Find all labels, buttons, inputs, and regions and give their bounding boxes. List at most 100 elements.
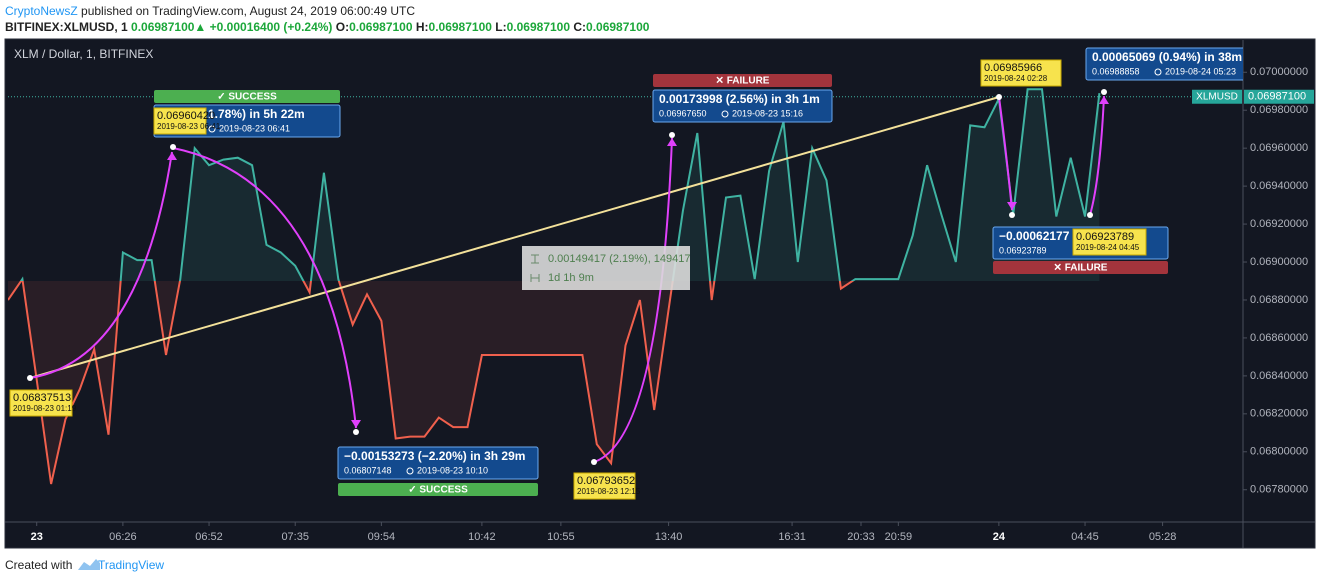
anchor-dot (170, 144, 176, 150)
price: 0.06987100 (131, 20, 195, 34)
x-tick-label: 10:55 (547, 531, 575, 543)
measure-box (337, 446, 539, 480)
symbol: BITFINEX:XLMUSD, 1 (5, 20, 128, 34)
price-label-box (1072, 228, 1147, 256)
change: +0.00016400 (+0.24%) (209, 20, 333, 34)
symbol-tag-label: XLMUSD (1196, 91, 1238, 102)
range-box (522, 246, 690, 290)
price-label-price: 0.06837513 (13, 392, 71, 404)
x-tick-label: 06:52 (195, 531, 223, 543)
arrow (172, 147, 357, 429)
x-tick-label: 20:59 (885, 531, 913, 543)
x-tick-label: 06:26 (109, 531, 137, 543)
measure-date: 2019-08-23 15:16 (732, 108, 803, 118)
last-price-tag (1244, 89, 1314, 104)
measure-change: 0.00173998 (2.56%) in 3h 1m (659, 92, 820, 106)
footer-created: Created with (5, 558, 72, 572)
badge (993, 261, 1168, 274)
high: 0.06987100 (428, 20, 492, 34)
publisher: CryptoNewsZ (5, 4, 78, 18)
x-tick-label: 09:54 (368, 531, 396, 543)
header-line-2: BITFINEX:XLMUSD, 1 0.06987100▲ +0.000164… (5, 20, 649, 34)
measure-change: 0.00065069 (0.94%) in 38m (1092, 50, 1242, 64)
price-label-box (573, 472, 636, 500)
anchor-dot (1087, 212, 1093, 218)
last-price-label: 0.06987100 (1248, 91, 1306, 103)
arrow-head (1007, 202, 1017, 210)
y-tick-label: 0.06940000 (1250, 180, 1308, 192)
low: 0.06987100 (506, 20, 571, 34)
measure-change: 1.78%) in 5h 22m (208, 107, 305, 121)
clock-icon (406, 467, 414, 475)
y-tick-label: 0.06820000 (1250, 408, 1308, 420)
y-tick-label: 0.06780000 (1250, 484, 1308, 496)
overlay: ✓ SUCCESS ✕ FAILURE ✓ SUCCESS ✕ FAILURE 1.78… (9, 47, 1243, 500)
y-tick-label: 0.06840000 (1250, 370, 1308, 382)
clock-icon (208, 125, 216, 133)
arrow-head (167, 152, 177, 160)
measure-change: −0.00153273 (−2.20%) in 3h 29m (344, 449, 525, 463)
x-tick-label: 16:31 (778, 531, 806, 543)
price-label-box (9, 389, 73, 417)
anchor-dot (669, 132, 675, 138)
anchor-dot (996, 94, 1002, 100)
open: 0.06987100 (349, 20, 413, 34)
y-tick-label: 0.06880000 (1250, 294, 1308, 306)
badge (154, 90, 340, 103)
measure-price: 0.06988858 (1092, 66, 1140, 76)
close: 0.06987100 (586, 20, 650, 34)
price-label-box (980, 59, 1062, 87)
x-tick-label: 07:35 (281, 531, 309, 543)
badge (338, 483, 538, 496)
range-icon (530, 254, 540, 282)
measure-date: 2019-08-23 10:10 (417, 465, 488, 475)
measure-date: 2019-08-24 05:23 (1165, 66, 1236, 76)
arrow (1089, 95, 1105, 216)
price-label-price: 0.06960420 (157, 110, 215, 122)
price-label-price: 0.06923789 (1076, 231, 1134, 243)
badge-label: ✕ FAILURE (1054, 263, 1108, 274)
x-tick-label: 24 (993, 531, 1006, 543)
y-tick-label: 0.06860000 (1250, 332, 1308, 344)
price-label-date: 2019-08-23 12:15 (577, 487, 641, 496)
anchor-dot (1009, 212, 1015, 218)
anchor-dot (27, 375, 33, 381)
range-duration: 1d 1h 9m (548, 272, 594, 284)
measure-date: 2019-08-23 06:41 (219, 123, 290, 133)
area-below (8, 281, 1100, 484)
y-tick-label: 0.06920000 (1250, 218, 1308, 230)
y-tick-label: 0.06960000 (1250, 142, 1308, 154)
badge (653, 74, 832, 87)
y-tick-label: 0.06900000 (1250, 256, 1308, 268)
measure-box (1085, 47, 1243, 81)
arrow (29, 151, 173, 379)
c-label: C: (573, 20, 587, 34)
trend-line (29, 96, 1000, 379)
anchor-dot (591, 459, 597, 465)
price-label-date: 2019-08-23 06:41 (157, 122, 221, 131)
x-tick-label: 23 (31, 531, 43, 543)
plot-area (8, 88, 1243, 485)
chart-title: XLM / Dollar, 1, BITFINEX (14, 47, 153, 61)
line-above (19, 88, 1101, 281)
l-label: L: (495, 20, 507, 34)
measure-price: 0.06923789 (999, 245, 1047, 255)
badge-label: ✕ FAILURE (716, 76, 770, 87)
symbol-tag (1192, 89, 1242, 104)
anchor-dot (353, 429, 359, 435)
arrow-head (667, 138, 677, 146)
x-tick-label: 20:33 (847, 531, 875, 543)
price-label-box (153, 107, 207, 135)
badge-label: ✓ SUCCESS (408, 485, 468, 496)
h-label: H: (415, 20, 429, 34)
arrow: ▲ (194, 20, 207, 34)
y-tick-label: 0.07000000 (1250, 66, 1308, 78)
area-above (8, 89, 1100, 281)
y-tick-label: 0.06980000 (1250, 104, 1308, 116)
line-below (8, 281, 855, 485)
anchor-dot (1101, 89, 1107, 95)
clock-icon (721, 110, 729, 118)
header-line-1: CryptoNewsZ published on TradingView.com… (5, 4, 415, 18)
price-label-price: 0.06985966 (984, 62, 1042, 74)
